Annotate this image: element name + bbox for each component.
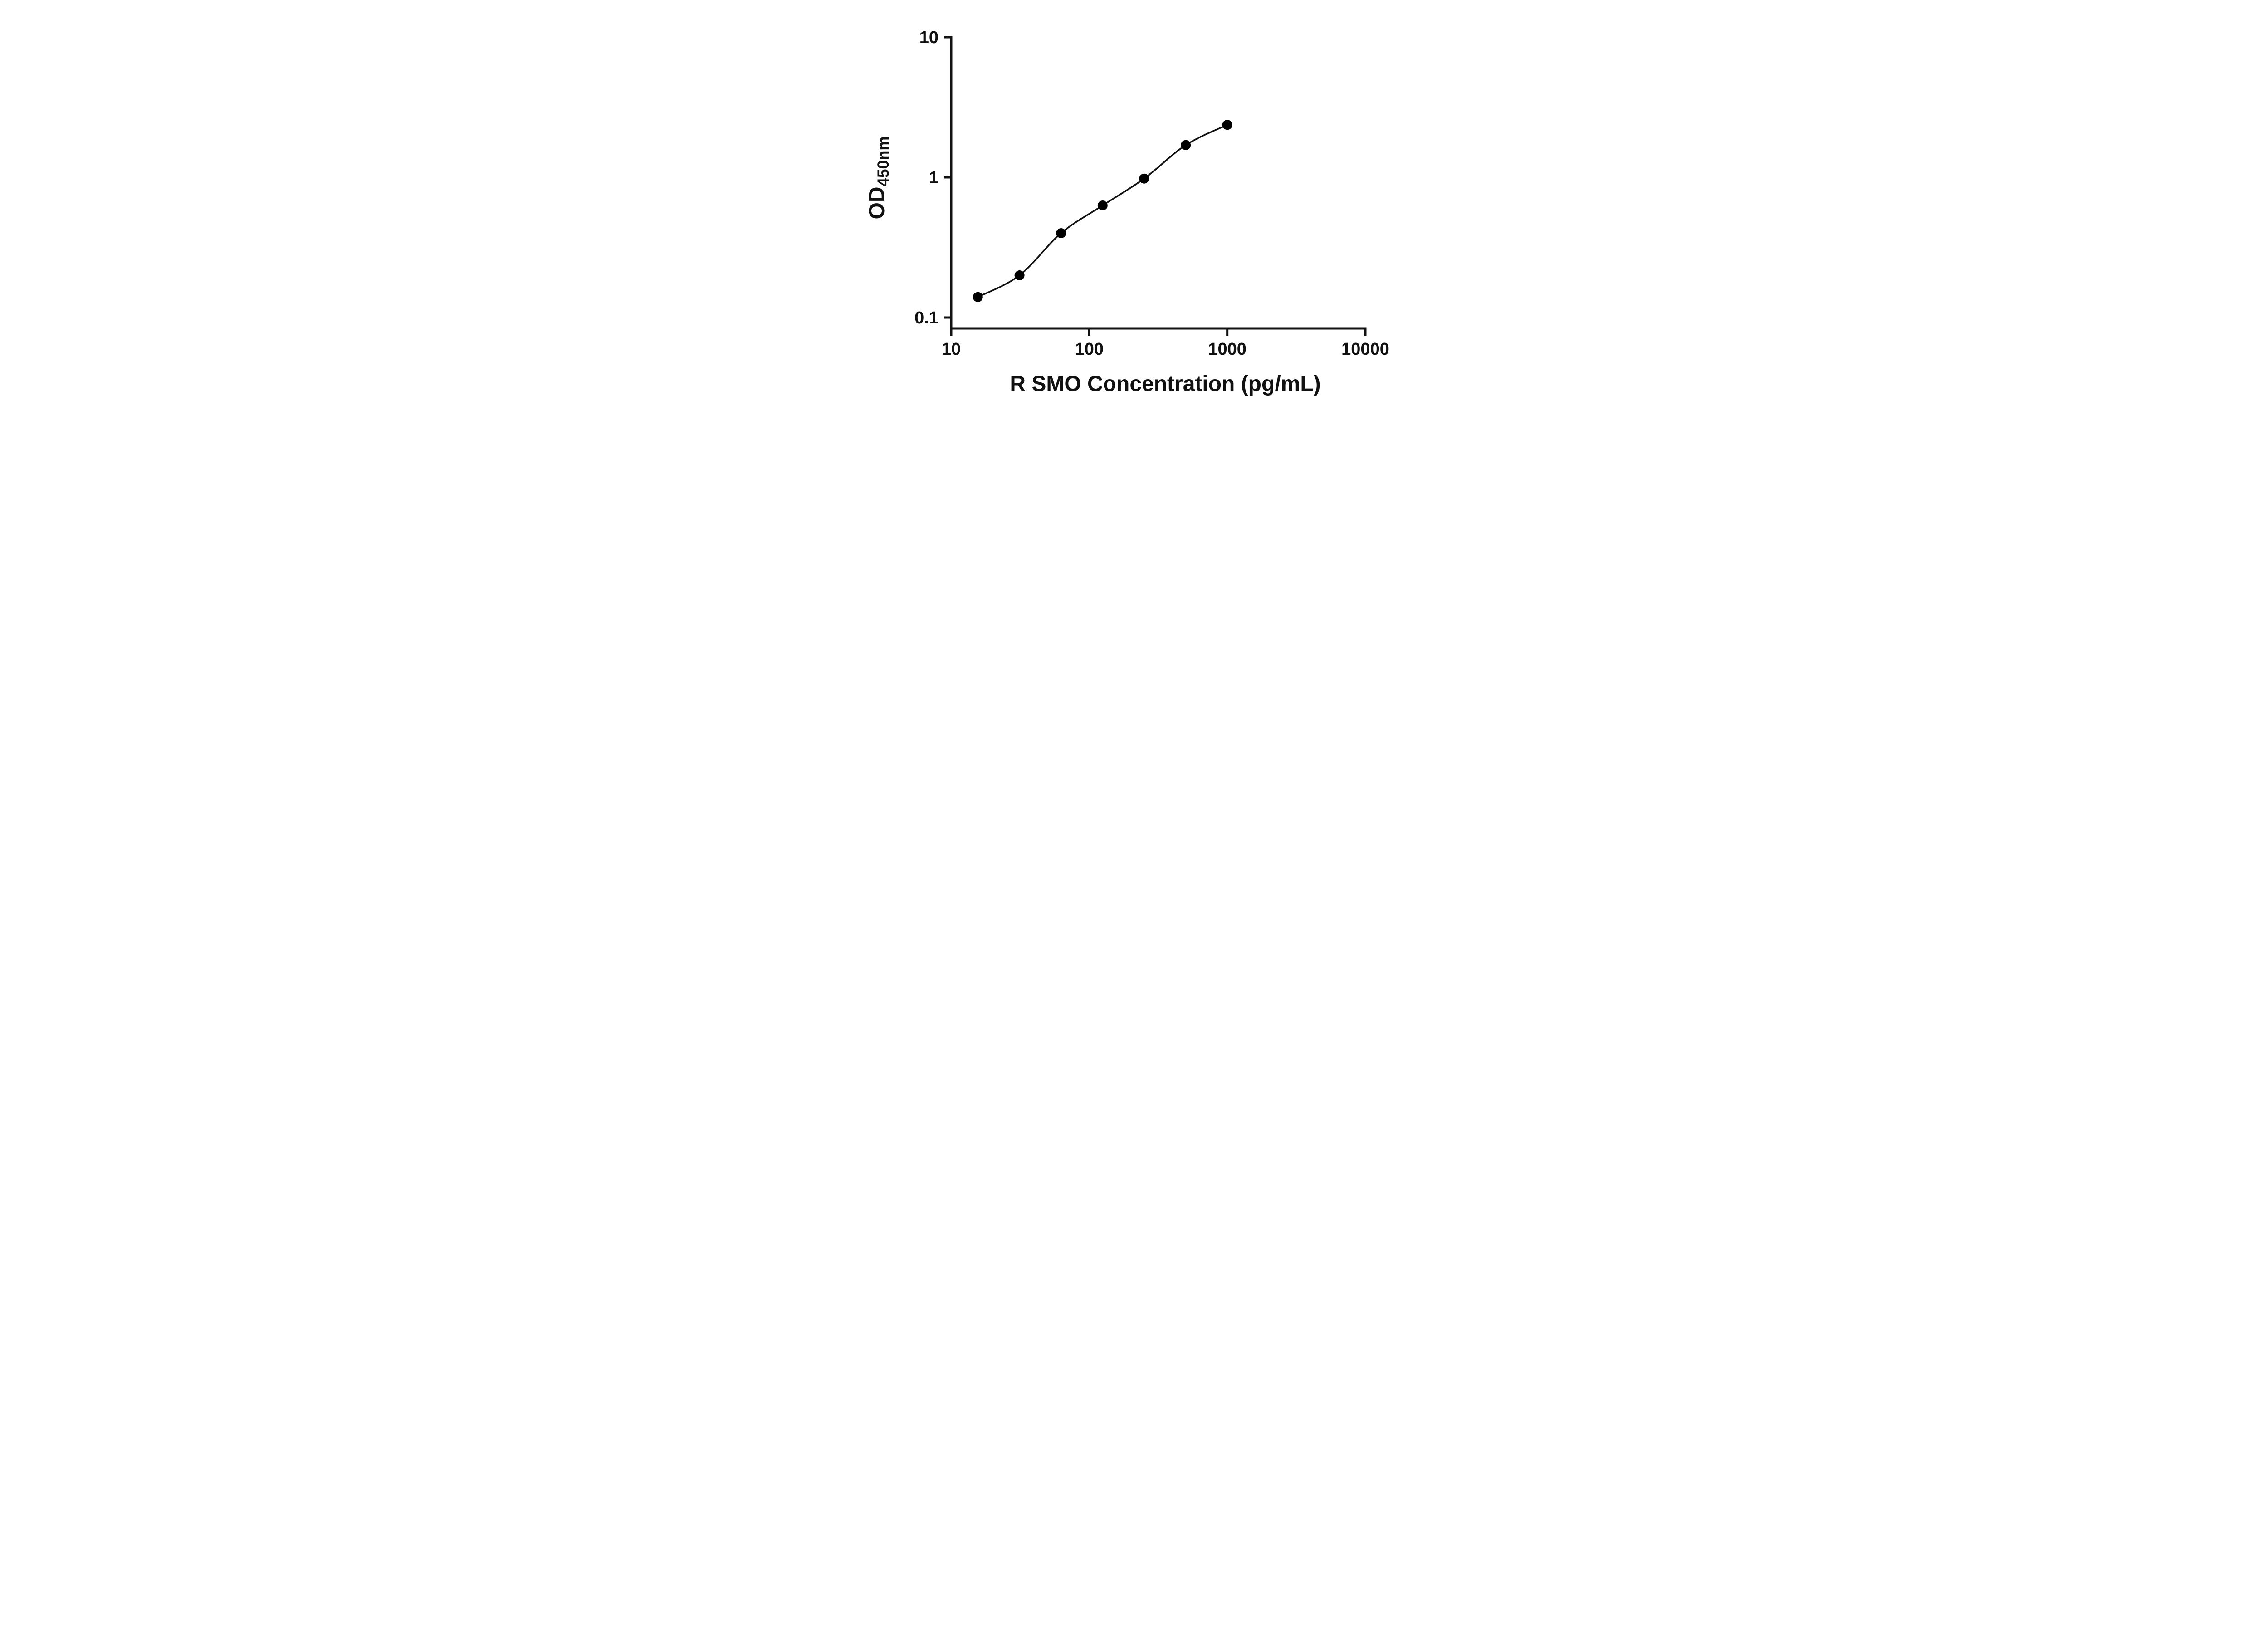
x-tick-label: 100 [1075, 340, 1104, 359]
x-tick-label: 1000 [1208, 340, 1246, 359]
data-point [973, 292, 983, 302]
axis-frame [950, 36, 1367, 330]
data-point [1139, 173, 1149, 184]
fit-curve [977, 124, 1228, 298]
data-point [1181, 140, 1191, 150]
x-axis-label: R SMO Concentration (pg/mL) [1010, 372, 1320, 396]
data-point [1097, 200, 1108, 210]
standard-curve-chart: 10 100 1000 10000 0.1 1 10 R SMO Concentration… [865, 28, 1389, 396]
y-axis-label-sub: 450nm [875, 137, 892, 187]
y-axis-label: OD450nm [865, 137, 892, 220]
plot-area: 10 100 1000 10000 0.1 1 10 [914, 28, 1389, 359]
data-point [1056, 228, 1066, 238]
y-tick-label: 0.1 [914, 308, 938, 328]
data-point [1014, 270, 1025, 280]
data-point [1222, 120, 1232, 130]
x-tick-label: 10000 [1341, 340, 1389, 359]
y-axis-label-main: OD [865, 186, 889, 219]
x-tick-label: 10 [942, 340, 961, 359]
chart-page: 10 100 1000 10000 0.1 1 10 R SMO Concentration… [848, 0, 1420, 408]
y-tick-label: 10 [919, 28, 938, 47]
y-tick-label: 1 [929, 168, 938, 187]
